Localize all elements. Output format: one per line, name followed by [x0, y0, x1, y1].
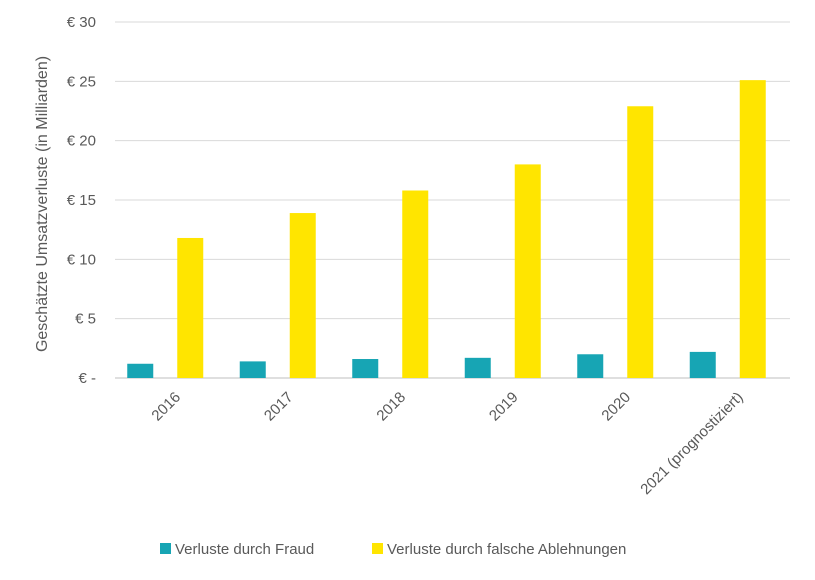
- bar-false-declines-1: [289, 213, 316, 378]
- bar-fraud-4: [577, 354, 604, 378]
- bar-fraud-2: [352, 359, 379, 378]
- x-tick-label: 2021 (prognostiziert): [637, 389, 746, 498]
- bar-false-declines-3: [514, 164, 541, 378]
- y-tick-label: € 30: [67, 14, 96, 31]
- legend-label: Verluste durch Fraud: [175, 541, 314, 558]
- y-axis-ticks: € - € 5 € 10 € 15 € 20 € 25 € 30: [67, 14, 96, 387]
- bar-false-declines-2: [402, 190, 429, 378]
- x-axis-ticks: 2016 2017 2018 2019 2020 2021 (prognostiziert…: [148, 389, 746, 498]
- legend: Verluste durch Fraud Verluste durch falsc…: [160, 541, 626, 558]
- bars: [127, 80, 766, 379]
- x-tick-label: 2016: [148, 389, 184, 425]
- x-tick-label: 2020: [598, 389, 634, 425]
- x-tick-label: 2019: [486, 389, 522, 425]
- x-tick-label: 2017: [261, 389, 297, 425]
- y-tick-label: € 20: [67, 133, 96, 150]
- y-tick-label: € 15: [67, 192, 96, 209]
- bar-fraud-0: [127, 363, 154, 378]
- y-axis-label: Geschätzte Umsatzverluste (in Milliarden…: [34, 56, 51, 352]
- y-tick-label: € 25: [67, 73, 96, 90]
- bar-fraud-1: [239, 361, 266, 378]
- bar-false-declines-0: [177, 237, 204, 378]
- legend-swatch: [160, 543, 171, 554]
- bar-false-declines-4: [627, 106, 654, 379]
- bar-false-declines-5: [739, 80, 766, 378]
- legend-swatch: [372, 543, 383, 554]
- legend-label: Verluste durch falsche Ablehnungen: [387, 541, 626, 558]
- bar-fraud-3: [464, 357, 491, 378]
- gridlines: [115, 21, 790, 379]
- x-tick-label: 2018: [373, 389, 409, 425]
- bar-fraud-5: [689, 351, 716, 378]
- y-tick-label: € -: [78, 370, 96, 387]
- y-tick-label: € 10: [67, 251, 96, 268]
- y-tick-label: € 5: [75, 311, 96, 328]
